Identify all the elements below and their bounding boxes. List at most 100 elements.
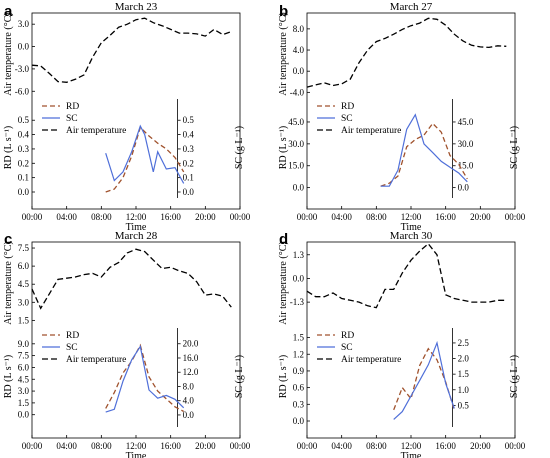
x-tick-label: 00:00 bbox=[505, 441, 526, 451]
rd-tick-label: 0.0 bbox=[293, 183, 305, 193]
rd-line bbox=[105, 126, 185, 193]
sc-axis-label: SC (g L⁻¹) bbox=[509, 355, 520, 398]
sc-tick-label: 2.0 bbox=[458, 354, 470, 364]
sc-tick-label: 30.0 bbox=[458, 139, 474, 149]
x-tick-label: 08:00 bbox=[91, 212, 112, 222]
rd-axis-label: RD (L s⁻¹) bbox=[278, 355, 289, 398]
temp-axis-label: Air temperature (°C) bbox=[3, 241, 14, 324]
x-tick-label: 12:00 bbox=[401, 212, 422, 222]
legend-air-temperature-label: Air temperature bbox=[66, 126, 126, 136]
x-axis-label: Time bbox=[126, 451, 147, 458]
x-tick-label: 00:00 bbox=[22, 212, 43, 222]
temp-tick-label: -4.0 bbox=[290, 87, 305, 97]
sc-tick-label: 0.0 bbox=[183, 187, 195, 197]
sc-tick-label: 0.0 bbox=[458, 183, 470, 193]
rd-tick-label: 0.6 bbox=[293, 383, 305, 393]
temp-tick-label: 0.0 bbox=[293, 66, 305, 76]
rd-axis-label: RD (L s⁻¹) bbox=[278, 126, 289, 169]
rd-tick-label: 30.0 bbox=[288, 139, 304, 149]
x-tick-label: 16:00 bbox=[435, 441, 456, 451]
sc-tick-label: 0.4 bbox=[183, 130, 195, 140]
rd-tick-label: 0.0 bbox=[293, 416, 305, 426]
air-temperature-line bbox=[31, 248, 232, 310]
sc-tick-label: 0.5 bbox=[458, 400, 470, 410]
sc-axis-label: SC (g L⁻¹) bbox=[234, 355, 245, 398]
rd-tick-label: 0.3 bbox=[18, 144, 30, 154]
legend-air-temperature-label: Air temperature bbox=[341, 126, 401, 136]
x-tick-label: 20:00 bbox=[195, 441, 216, 451]
temp-tick-label: 8.0 bbox=[293, 24, 305, 34]
temp-tick-label: 0.0 bbox=[18, 42, 30, 52]
sc-line bbox=[393, 340, 455, 420]
x-axis-label: Time bbox=[401, 451, 422, 458]
x-tick-label: 04:00 bbox=[56, 441, 77, 451]
rd-tick-label: 1.5 bbox=[293, 333, 305, 343]
x-tick-label: 20:00 bbox=[470, 212, 491, 222]
sc-axis-label: SC (g L⁻¹) bbox=[509, 126, 520, 169]
x-tick-label: 00:00 bbox=[297, 441, 318, 451]
temp-axis-label: Air temperature (°C) bbox=[278, 12, 289, 95]
x-axis-label: Time bbox=[126, 222, 147, 233]
temp-tick-label: 0.0 bbox=[293, 273, 305, 283]
x-tick-label: 08:00 bbox=[366, 212, 387, 222]
sc-tick-label: 4.0 bbox=[183, 396, 195, 406]
panel-title: March 27 bbox=[390, 1, 433, 13]
axes-frame bbox=[306, 241, 516, 439]
rd-tick-label: 0.3 bbox=[293, 399, 305, 409]
legend-sc-label: SC bbox=[341, 114, 353, 124]
x-tick-label: 08:00 bbox=[91, 441, 112, 451]
legend-rd-label: RD bbox=[66, 331, 79, 341]
temp-tick-label: 7.5 bbox=[18, 243, 30, 253]
panel-title: March 30 bbox=[390, 230, 433, 242]
air-temperature-line bbox=[306, 242, 507, 309]
x-tick-label: 04:00 bbox=[331, 212, 352, 222]
temp-tick-label: 3.0 bbox=[18, 297, 30, 307]
temp-tick-label: -6.0 bbox=[15, 86, 30, 96]
air-temperature-line bbox=[306, 17, 507, 88]
sc-tick-label: 45.0 bbox=[458, 117, 474, 127]
x-tick-label: 20:00 bbox=[470, 441, 491, 451]
sc-axis-label: SC (g L⁻¹) bbox=[234, 126, 245, 169]
rd-tick-label: 0.0 bbox=[18, 410, 30, 420]
rd-tick-label: 9.0 bbox=[18, 339, 30, 349]
sc-line bbox=[105, 345, 185, 413]
rd-tick-label: 1.5 bbox=[18, 398, 30, 408]
x-tick-label: 12:00 bbox=[401, 441, 422, 451]
legend-sc-label: SC bbox=[66, 343, 78, 353]
x-tick-label: 16:00 bbox=[160, 441, 181, 451]
panel-label: a bbox=[4, 3, 13, 20]
x-tick-label: 00:00 bbox=[505, 212, 526, 222]
legend-air-temperature-label: Air temperature bbox=[66, 355, 126, 365]
rd-tick-label: 3.0 bbox=[18, 386, 30, 396]
panel-title: March 28 bbox=[115, 230, 158, 242]
sc-line bbox=[105, 124, 185, 184]
legend-air-temperature-label: Air temperature bbox=[341, 355, 401, 365]
rd-tick-label: 0.1 bbox=[18, 173, 29, 183]
temp-tick-label: 4.0 bbox=[293, 45, 305, 55]
panel-label: c bbox=[4, 231, 12, 248]
sc-tick-label: 8.0 bbox=[183, 381, 195, 391]
rd-tick-label: 1.2 bbox=[293, 349, 304, 359]
x-axis-label: Time bbox=[401, 222, 422, 233]
rd-axis-label: RD (L s⁻¹) bbox=[3, 126, 14, 169]
panel-title: March 23 bbox=[115, 1, 158, 13]
x-tick-label: 08:00 bbox=[366, 441, 387, 451]
x-tick-label: 04:00 bbox=[56, 212, 77, 222]
sc-tick-label: 0.2 bbox=[183, 158, 194, 168]
sc-tick-label: 0.0 bbox=[183, 410, 195, 420]
x-tick-label: 00:00 bbox=[230, 212, 251, 222]
sc-tick-label: 2.5 bbox=[458, 338, 470, 348]
temp-tick-label: -1.3 bbox=[290, 297, 305, 307]
sc-tick-label: 20.0 bbox=[183, 339, 199, 349]
x-tick-label: 16:00 bbox=[160, 212, 181, 222]
rd-axis-label: RD (L s⁻¹) bbox=[3, 355, 14, 398]
temp-tick-label: -3.0 bbox=[15, 64, 30, 74]
sc-tick-label: 1.0 bbox=[458, 385, 470, 395]
rd-tick-label: 4.5 bbox=[18, 374, 30, 384]
temp-axis-label: Air temperature (°C) bbox=[278, 241, 289, 324]
